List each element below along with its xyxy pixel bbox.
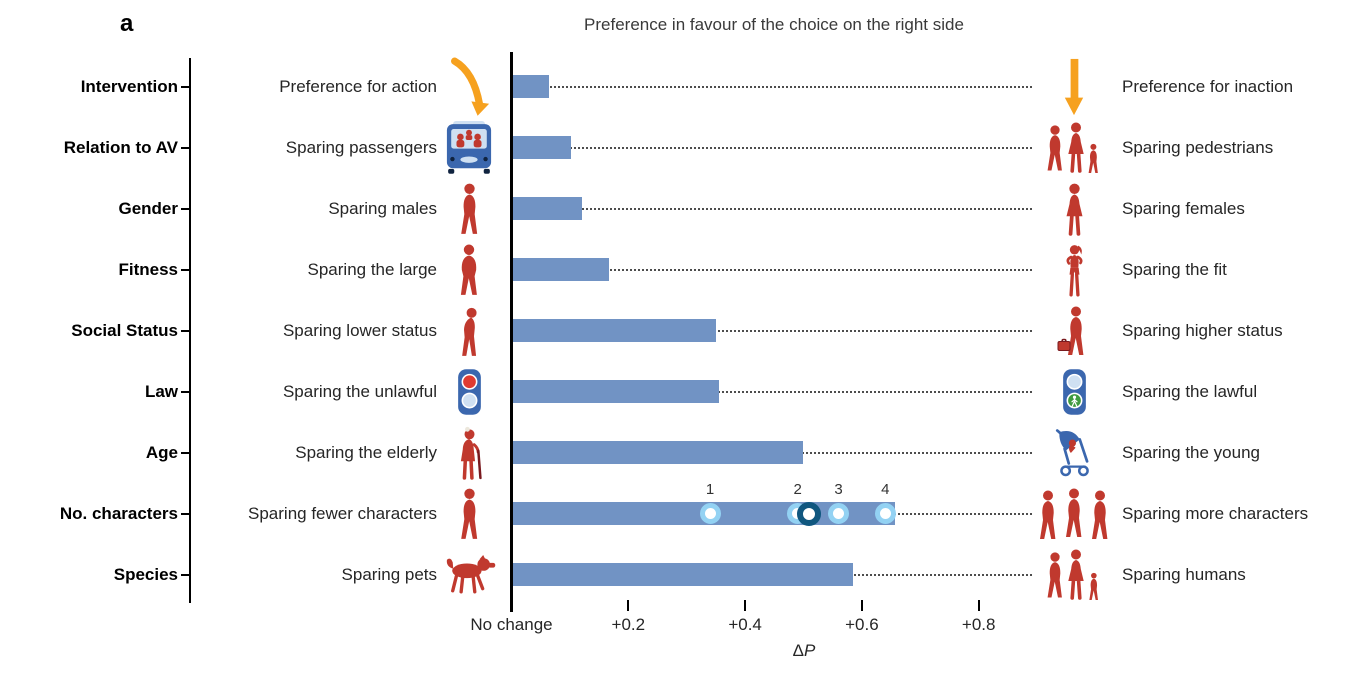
count-marker-label: 2 [793,480,802,498]
x-axis-label: ΔP [792,641,816,660]
x-axis-tick [977,600,980,611]
left-option-label: Sparing pets [341,564,437,584]
category-tick [181,207,191,210]
x-axis-tick-label: +0.6 [845,615,879,634]
chart-title: Preference in favour of the choice on th… [584,15,964,34]
right-option-label: Sparing humans [1122,564,1246,584]
right-option-label: Sparing higher status [1122,320,1283,340]
count-marker [699,503,721,524]
right-option-label: Sparing pedestrians [1122,137,1274,157]
dotted-leader [513,268,1032,271]
category-label: No. characters [59,503,178,523]
preference-bar [513,258,609,281]
left-option-label: Sparing passengers [285,137,437,157]
count-marker-label: 1 [705,480,715,498]
zero-baseline [510,52,513,612]
category-tick [181,390,191,393]
preference-bar [513,75,550,98]
preference-bar [513,136,571,159]
category-label: Gender [118,198,178,218]
right-option-label: Sparing the fit [1122,259,1227,279]
category-label: Intervention [80,76,178,96]
dog-icon [436,547,502,603]
x-axis-tick-label: +0.4 [728,615,762,634]
dotted-leader [513,329,1032,332]
category-label: Fitness [118,259,178,279]
preference-bar [513,319,716,342]
x-axis-tick [860,600,863,611]
category-label: Species [113,564,178,584]
left-option-label: Sparing males [328,198,437,218]
x-axis-tick-label: No change [470,615,553,634]
left-option-label: Preference for action [279,76,437,96]
x-axis-tick [627,600,630,611]
count-marker-label: 3 [834,480,843,498]
left-option-label: Sparing lower status [282,320,437,340]
three-persons-icon [1028,486,1120,542]
elderly-person-icon [436,425,502,481]
right-option-label: Preference for inaction [1122,76,1294,96]
category-label: Relation to AV [63,137,178,157]
right-option-label: Sparing females [1122,198,1245,218]
dotted-leader [513,390,1032,393]
right-option-label: Sparing more characters [1122,503,1309,523]
dotted-leader [513,146,1032,149]
male-icon [436,181,502,237]
preference-bar [513,197,583,220]
x-axis-tick-label: +0.8 [961,615,996,634]
traffic-light-green-icon [1028,364,1120,420]
preference-bar [513,563,854,586]
dotted-leader [513,207,1032,210]
category-label: Law [144,381,178,401]
swerve-arrow-icon [436,57,502,116]
category-tick [181,146,191,149]
x-axis-tick [744,600,747,611]
stroller-icon [1028,425,1120,481]
higher-status-person-icon [1028,303,1120,359]
panel-label: a [120,10,134,37]
female-icon [1028,181,1120,237]
left-option-label: Sparing fewer characters [248,503,437,523]
category-tick [181,329,191,332]
category-tick [181,268,191,271]
lower-status-person-icon [436,303,502,359]
left-option-label: Sparing the unlawful [282,381,437,401]
left-option-label: Sparing the large [307,259,437,279]
single-person-icon [436,486,502,542]
right-option-label: Sparing the young [1122,442,1260,462]
right-option-label: Sparing the lawful [1122,381,1258,401]
category-label: Age [145,442,178,462]
mean-marker [797,501,822,526]
category-tick [181,451,191,454]
category-tick [181,512,191,515]
preference-bar [513,380,720,403]
count-marker-label: 4 [881,480,890,498]
traffic-light-red-icon [436,364,502,420]
humans-group-icon [1028,547,1120,603]
left-option-label: Sparing the elderly [295,442,437,462]
large-person-icon [436,242,502,298]
preference-bar [513,441,804,464]
straight-arrow-icon [1028,58,1120,115]
x-axis-tick-label: +0.2 [611,615,646,634]
dotted-leader [513,85,1032,88]
pedestrians-icon [1028,120,1120,176]
category-tick [181,573,191,576]
count-marker [828,503,850,524]
count-marker [874,503,896,524]
category-label: Social Status [71,320,178,340]
bus-passengers-icon [436,120,502,176]
category-tick [181,85,191,88]
fit-person-icon [1028,242,1120,298]
